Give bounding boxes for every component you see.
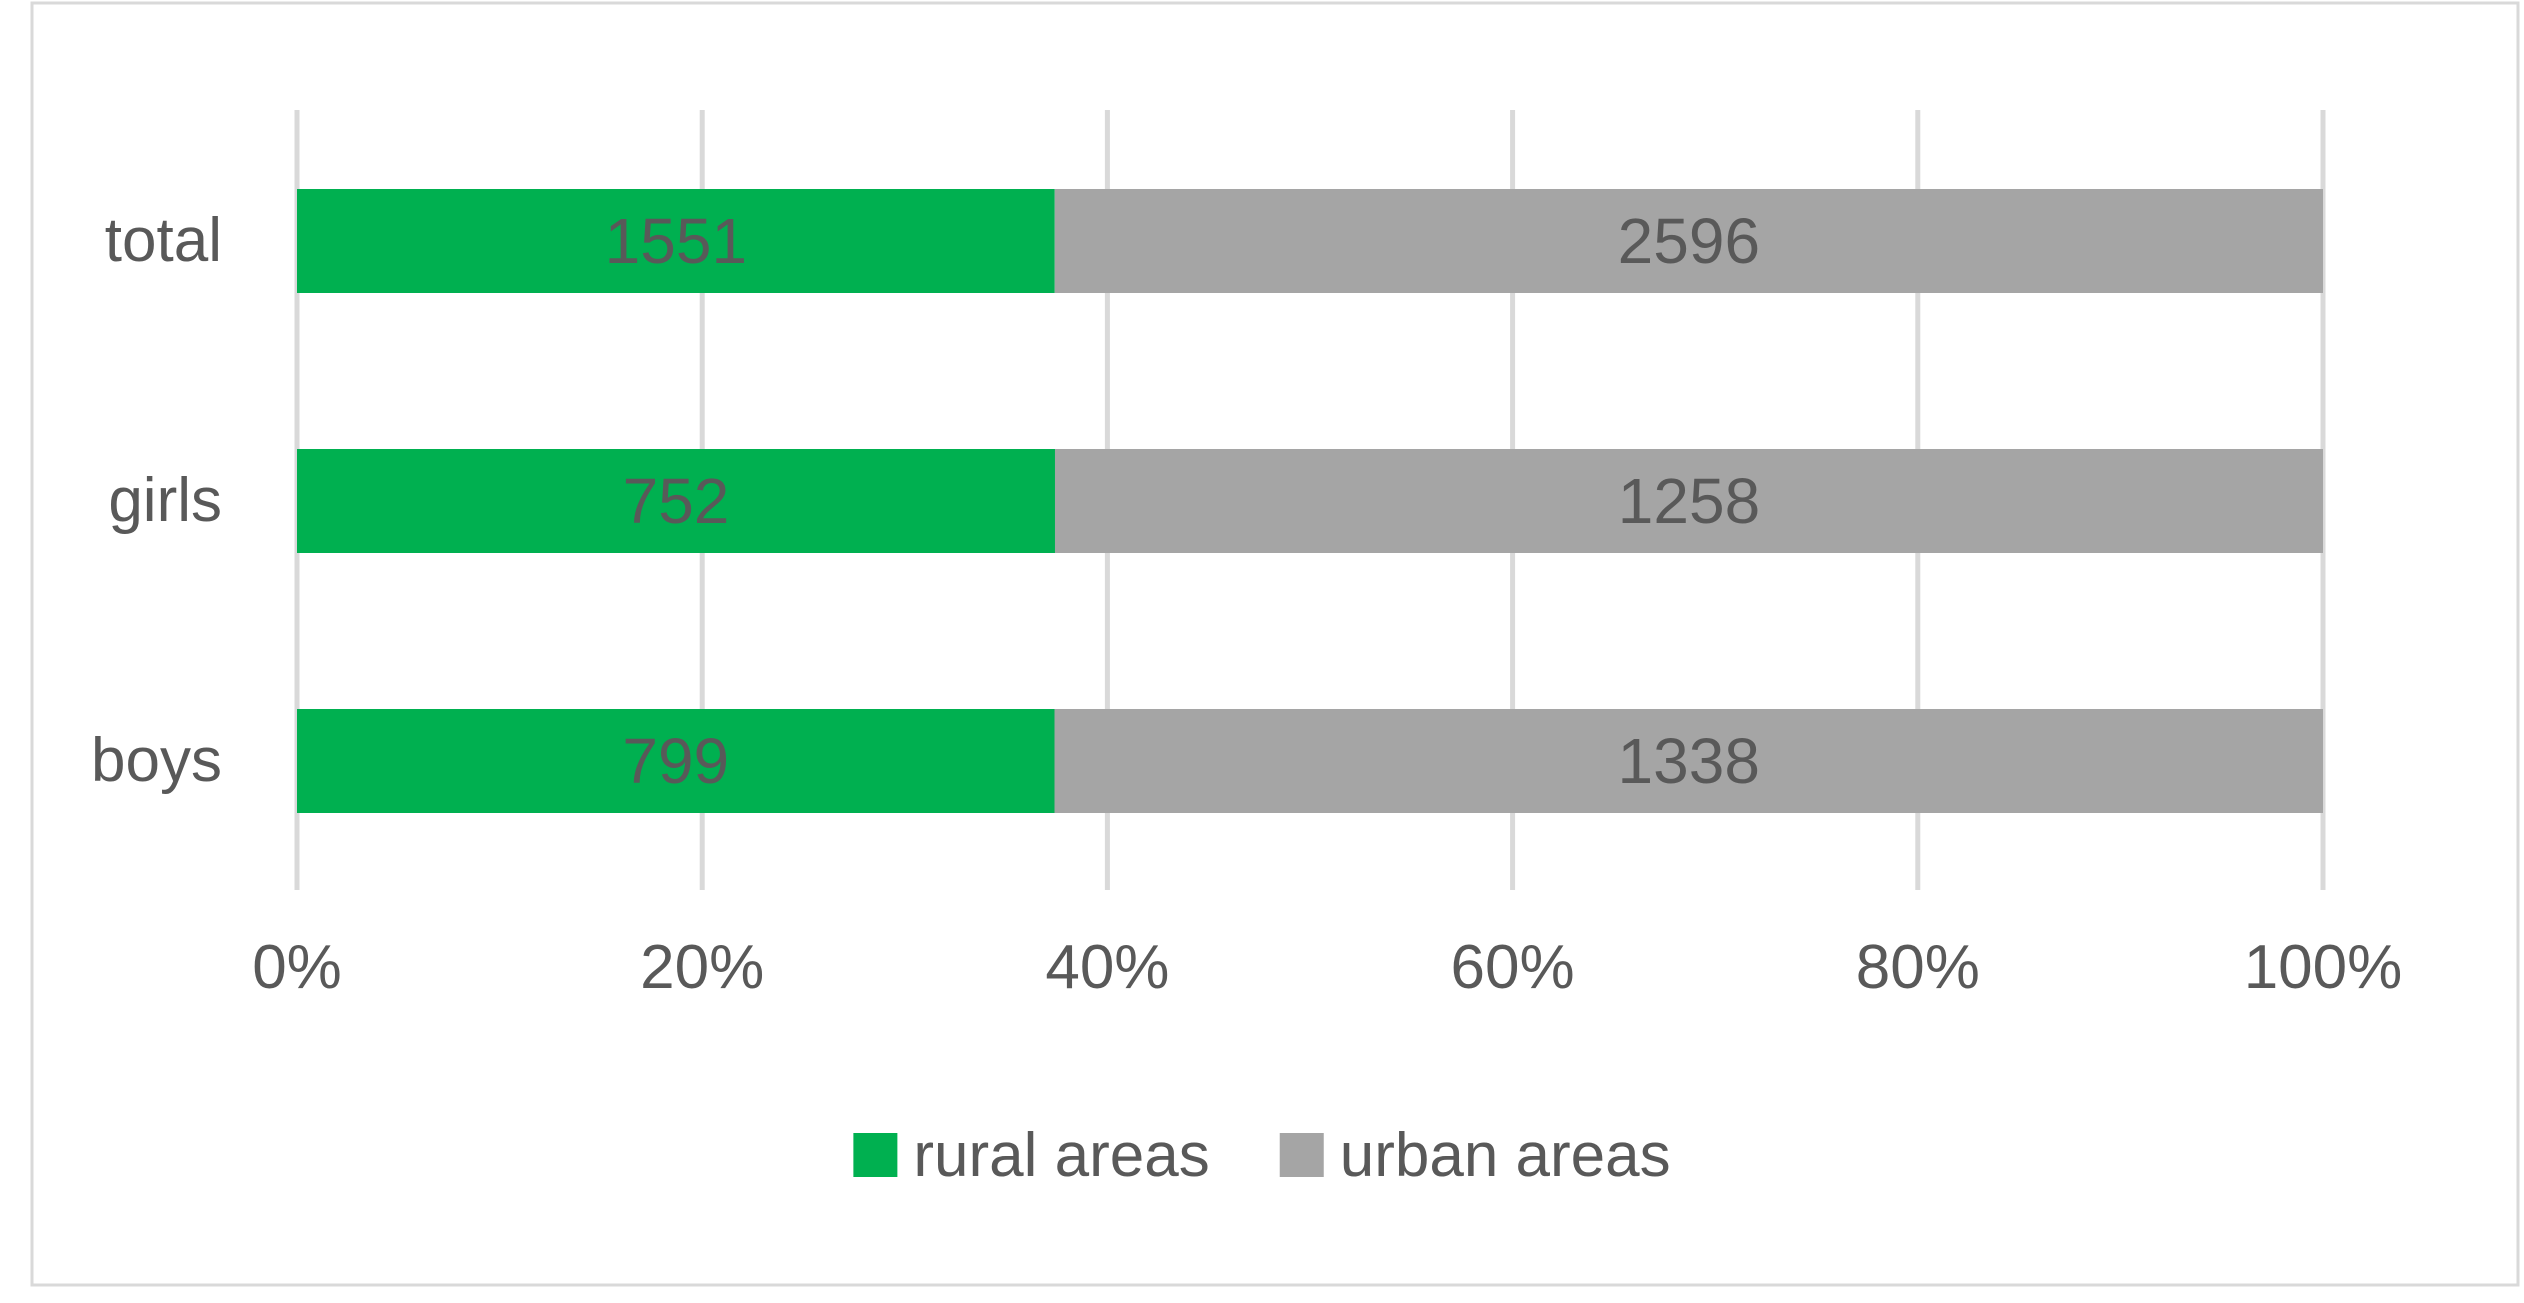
data-label: 1551 (605, 205, 747, 277)
category-label: boys (91, 726, 222, 795)
x-tick-label: 0% (252, 933, 342, 1002)
bars (297, 189, 2323, 813)
category-labels: total girls boys (91, 206, 222, 795)
data-label: 1258 (1618, 465, 1760, 537)
legend-label: urban areas (1340, 1121, 1671, 1190)
data-label: 752 (623, 465, 730, 537)
x-tick-label: 80% (1856, 933, 1980, 1002)
bar-segment (1054, 449, 2323, 553)
data-label: 799 (622, 725, 729, 797)
bar-segment (1054, 189, 2323, 293)
category-label: total (105, 206, 222, 275)
x-tick-label: 20% (640, 933, 764, 1002)
legend-swatch (1279, 1133, 1324, 1177)
x-axis-tick-labels: 0% 20% 40% 60% 80% 100% (252, 933, 2402, 1002)
x-tick-label: 100% (2244, 933, 2403, 1002)
bar-segment (297, 189, 1055, 293)
category-label: girls (108, 466, 222, 535)
bar-segment (297, 709, 1055, 813)
data-label: 2596 (1618, 205, 1760, 277)
bar-segment (297, 449, 1055, 553)
legend-swatch (853, 1133, 898, 1177)
legend-label: rural areas (913, 1121, 1209, 1190)
x-tick-label: 60% (1451, 933, 1575, 1002)
x-tick-label: 40% (1045, 933, 1169, 1002)
legend: rural areas urban areas (853, 1121, 1671, 1190)
data-label: 1338 (1618, 725, 1760, 797)
data-labels: 1551 2596 752 1258 799 1338 (605, 205, 1761, 797)
bar-segment (1054, 709, 2323, 813)
